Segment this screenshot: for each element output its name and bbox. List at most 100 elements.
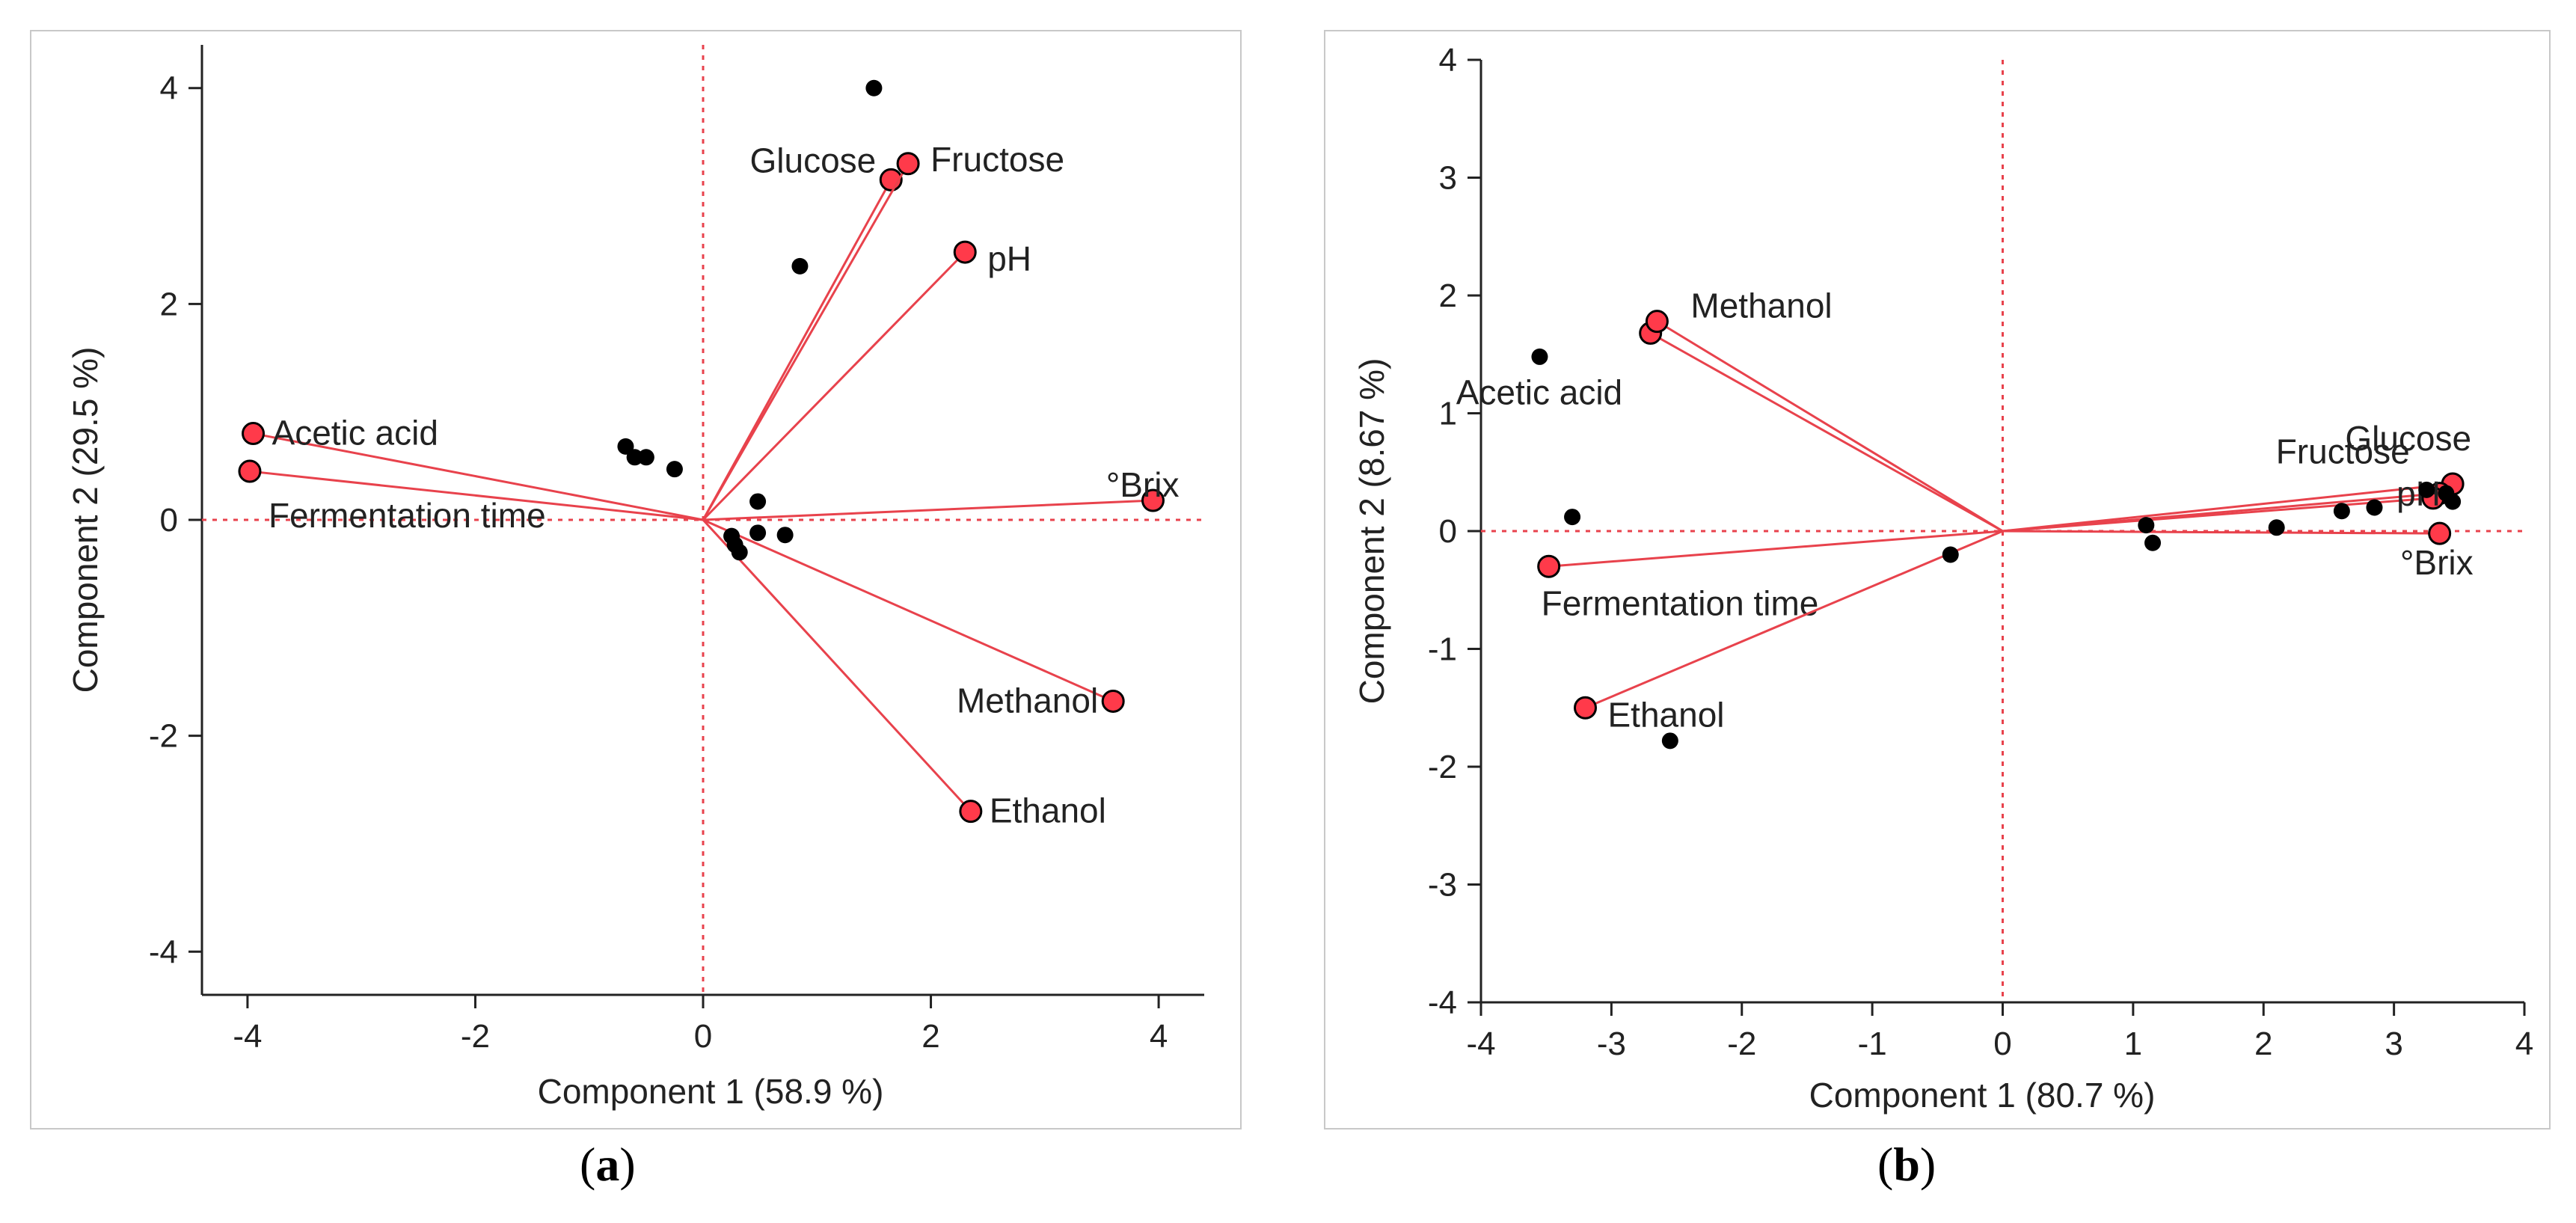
loading-arrow-ethanol: [702, 518, 972, 812]
panel-a-frame: [30, 30, 1242, 1129]
loading-arrow-methanol: [1656, 320, 2004, 533]
y-tick-label: -2: [1428, 749, 1457, 785]
loading-arrow-ph: [702, 251, 966, 521]
caption-a-open: (: [580, 1138, 596, 1191]
y-tick-label: -4: [149, 934, 178, 970]
score-point: [637, 449, 654, 466]
x-tick-label: -3: [1597, 1026, 1626, 1062]
panel-b-caption: (b): [1877, 1137, 1936, 1192]
y-tick-label: -2: [149, 718, 178, 755]
score-point: [2418, 481, 2435, 498]
score-point: [749, 493, 767, 510]
loading-label-fructose: Fructose: [2276, 432, 2410, 471]
y-tick-label: -1: [1428, 631, 1457, 668]
x-tick-label: -4: [233, 1018, 262, 1055]
loading-label-glucose: Glucose: [750, 141, 877, 180]
loading-marker-methanol: [1645, 310, 1669, 334]
loading-label-fructose: Fructose: [930, 140, 1064, 179]
panel-b-frame: [1324, 30, 2551, 1129]
y-axis-title: Component 2 (29.5 %): [66, 347, 105, 693]
score-point: [749, 524, 767, 542]
loading-arrow-fructose: [702, 162, 910, 521]
x-tick-label: 3: [2385, 1026, 2402, 1062]
loading-label-fermentation-time: Fermentation time: [1542, 583, 1819, 622]
score-point: [2333, 503, 2350, 520]
y-tick-label: -4: [1428, 984, 1457, 1021]
loading-label-brix: °Brix: [2400, 543, 2474, 582]
loading-label-methanol: Methanol: [1690, 286, 1832, 325]
score-point: [2144, 534, 2162, 551]
x-tick-label: 2: [921, 1018, 939, 1055]
loading-marker-ethanol: [1574, 696, 1597, 720]
panel-a-caption: (a): [580, 1137, 636, 1192]
score-point: [776, 527, 794, 544]
y-tick-label: 2: [160, 286, 178, 322]
loading-label-ethanol: Ethanol: [990, 791, 1106, 830]
x-tick-label: 4: [2515, 1026, 2533, 1062]
caption-b-close: ): [1919, 1138, 1936, 1191]
score-point: [1564, 509, 1581, 526]
caption-b-letter: b: [1893, 1138, 1920, 1191]
loading-arrow-fermentation-time: [1548, 530, 2003, 571]
y-tick-label: 1: [1439, 396, 1457, 432]
score-point: [626, 449, 643, 466]
loading-arrow-glucose: [2002, 480, 2454, 533]
x-tick-label: 0: [1993, 1026, 2011, 1062]
score-point: [865, 79, 883, 96]
loading-label-ph: pH: [2396, 474, 2441, 513]
loading-arrow-ethanol: [1584, 530, 2004, 709]
caption-a-close: ): [619, 1138, 636, 1191]
loading-label-acetic-acid: Acetic acid: [272, 414, 438, 453]
x-tick-label: -1: [1858, 1026, 1887, 1062]
x-tick-label: -2: [461, 1018, 490, 1055]
y-tick-label: 4: [1439, 42, 1457, 79]
loading-arrow-methanol: [702, 518, 1114, 702]
loading-arrow-brix: [2002, 529, 2441, 539]
x-axis-title: Component 1 (80.7 %): [1809, 1076, 2156, 1115]
y-axis-title: Component 2 (8.67 %): [1352, 358, 1391, 705]
loading-marker-brix: [1141, 488, 1165, 512]
loading-label-ethanol: Ethanol: [1608, 695, 1725, 734]
loading-label-acetic-acid: Acetic acid: [1456, 373, 1622, 411]
score-point: [731, 544, 748, 561]
score-point: [2444, 493, 2462, 510]
score-point: [1531, 348, 1548, 365]
loading-label-glucose: Glucose: [2345, 419, 2471, 458]
y-tick-label: 0: [160, 502, 178, 539]
x-axis-title: Component 1 (58.9 %): [538, 1072, 884, 1111]
caption-b-open: (: [1877, 1138, 1894, 1191]
y-tick-label: 4: [160, 70, 178, 107]
y-tick-label: -3: [1428, 867, 1457, 904]
caption-a-letter: a: [595, 1138, 620, 1191]
score-point: [2366, 499, 2383, 516]
x-tick-label: 1: [2124, 1026, 2142, 1062]
score-point: [2268, 519, 2285, 536]
loading-arrow-fermentation-time: [248, 468, 704, 521]
loading-marker-ethanol: [959, 800, 983, 824]
y-tick-label: 0: [1439, 513, 1457, 550]
x-tick-label: 4: [1150, 1018, 1168, 1055]
score-point: [2138, 517, 2155, 534]
loading-arrow-ph: [2002, 494, 2435, 533]
score-point: [666, 461, 683, 478]
loading-label-ph: pH: [987, 239, 1031, 278]
panel-a-chart: -4 -2 0 2 4 -4 -2 0 2 4 Component 1 (58.9 %) Compon…: [66, 45, 1204, 1111]
loading-label-brix: °Brix: [1106, 465, 1180, 504]
x-tick-label: -4: [1466, 1026, 1495, 1062]
loading-label-methanol: Methanol: [957, 681, 1098, 720]
loading-marker-fructose: [896, 152, 920, 176]
loading-marker-methanol: [1101, 689, 1125, 713]
panel-b-chart: -4 -3 -2 -1 0 1 2 3 4 -4 -3 -2 -1 0 1 2 3 4 Component 1 (8…: [1352, 42, 2533, 1115]
x-tick-label: 0: [694, 1018, 712, 1055]
loading-marker-acetic-acid: [242, 422, 266, 446]
score-point: [1661, 732, 1678, 750]
loading-label-fermentation-time: Fermentation time: [269, 496, 546, 535]
loading-arrow-brix: [702, 496, 1154, 521]
loading-marker-fermentation-time: [238, 459, 262, 483]
loading-marker-fermentation-time: [1537, 554, 1561, 578]
loading-arrow-acetic-acid: [252, 430, 704, 521]
score-point: [1942, 546, 1959, 563]
x-tick-label: -2: [1727, 1026, 1756, 1062]
y-tick-label: 2: [1439, 278, 1457, 314]
